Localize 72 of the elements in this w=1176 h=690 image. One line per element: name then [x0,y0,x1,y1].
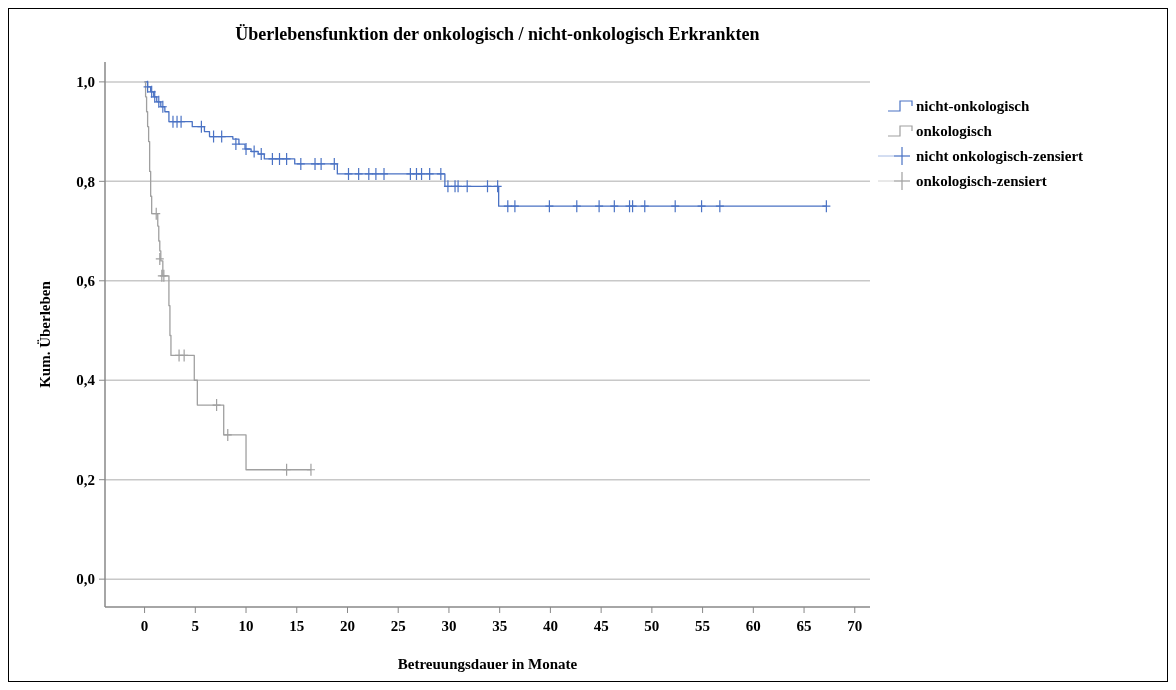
x-tick-label: 70 [847,618,863,634]
x-tick-label: 35 [492,618,508,634]
legend-label: nicht-onkologisch [916,98,1031,115]
y-tick-label: 0,2 [76,471,95,488]
y-tick-label: 0,8 [76,173,95,190]
point [821,199,831,213]
point [329,157,339,171]
point [208,129,219,144]
legend-label: onkologisch [916,123,993,140]
point [223,428,233,442]
point [274,152,285,166]
x-tick-label: 55 [695,618,711,634]
y-tick-label: 0,0 [76,571,95,588]
point [196,120,206,134]
x-tick-label: 60 [745,618,761,634]
point [267,152,278,166]
legend-label: onkologisch-zensiert [916,173,1047,190]
point [282,463,292,477]
x-tick-label: 20 [339,618,355,634]
x-axis-title: Betreuungsdauer in Monate [397,656,578,672]
point [343,167,354,181]
point [425,167,435,181]
point [443,179,453,193]
point [282,152,292,166]
point [436,167,446,181]
y-tick-label: 0,6 [76,273,96,290]
point [510,199,520,213]
point [256,147,266,161]
point [503,199,513,213]
x-tick-label: 15 [289,618,305,634]
point [544,199,554,213]
point [231,137,241,151]
point [696,199,707,213]
point [462,179,472,193]
point [371,167,381,181]
y-axis-title: Kum. Überleben [37,280,53,388]
y-tick-label: 0,4 [76,372,96,389]
legend-label: nicht onkologisch-zensiert [916,148,1084,165]
point [493,179,503,193]
x-tick-label: 25 [390,618,406,634]
x-tick-label: 30 [441,618,457,634]
point [379,167,389,181]
point [296,157,306,171]
x-tick-label: 50 [644,618,660,634]
point [241,142,251,156]
point [572,199,582,213]
x-tick-label: 45 [593,618,609,634]
point [416,167,427,181]
point [670,199,680,213]
x-tick-label: 10 [238,618,254,634]
x-tick-label: 5 [191,618,200,634]
point [316,157,326,171]
point [715,199,725,213]
point [310,157,320,171]
point [405,167,415,181]
point [155,252,165,266]
x-tick-label: 65 [796,618,812,634]
x-tick-label: 0 [140,618,149,634]
point [151,207,161,221]
point [640,199,650,213]
y-tick-label: 1,0 [76,74,95,91]
point [482,179,493,193]
chart-title: Überlebensfunktion der onkologisch / nicht-onkologisch Erkrankten [235,24,760,44]
point [594,199,604,213]
point [354,167,364,181]
x-tick-label: 40 [542,618,558,634]
point [179,348,189,362]
point [176,115,186,129]
point [306,463,316,477]
point [364,167,374,181]
point [212,398,222,412]
point [609,199,619,213]
